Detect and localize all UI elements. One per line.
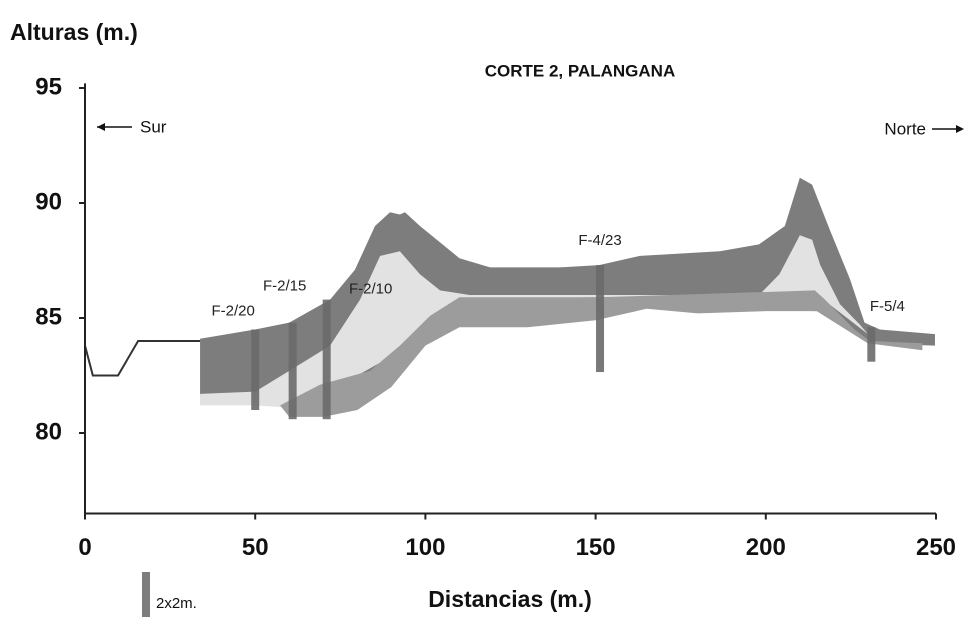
direction-right: Norte	[884, 119, 926, 138]
legend-swatch	[142, 572, 150, 617]
borehole-label: F-4/23	[578, 232, 621, 249]
borehole-label: F-2/20	[212, 302, 255, 319]
y-tick-label: 85	[35, 303, 62, 330]
y-axis-title: Alturas (m.)	[10, 19, 138, 45]
arrowhead	[97, 123, 105, 131]
borehole	[323, 300, 331, 420]
borehole-label: F-2/10	[349, 281, 392, 298]
chart-title: CORTE 2, PALANGANA	[485, 61, 675, 80]
chart: Alturas (m.) CORTE 2, PALANGANA Distanci…	[0, 0, 966, 617]
x-tick-label: 100	[405, 534, 445, 561]
x-tick-label: 250	[916, 534, 956, 561]
borehole-label: F-5/4	[870, 298, 905, 315]
x-tick-label: 50	[242, 534, 269, 561]
legend-label: 2x2m.	[156, 595, 197, 612]
x-tick-label: 200	[746, 534, 786, 561]
borehole-label: F-2/15	[263, 278, 306, 295]
arrowhead	[956, 125, 964, 133]
y-tick-label: 90	[35, 188, 62, 215]
x-axis-title: Distancias (m.)	[428, 586, 592, 612]
direction-left: Sur	[140, 117, 167, 136]
y-tick-label: 80	[35, 418, 62, 445]
y-tick-label: 95	[35, 73, 62, 100]
x-tick-label: 0	[78, 534, 91, 561]
x-tick-label: 150	[576, 534, 616, 561]
borehole	[251, 330, 259, 411]
ground-line	[85, 341, 200, 376]
borehole	[867, 327, 875, 362]
borehole	[289, 323, 297, 420]
borehole	[596, 265, 604, 372]
